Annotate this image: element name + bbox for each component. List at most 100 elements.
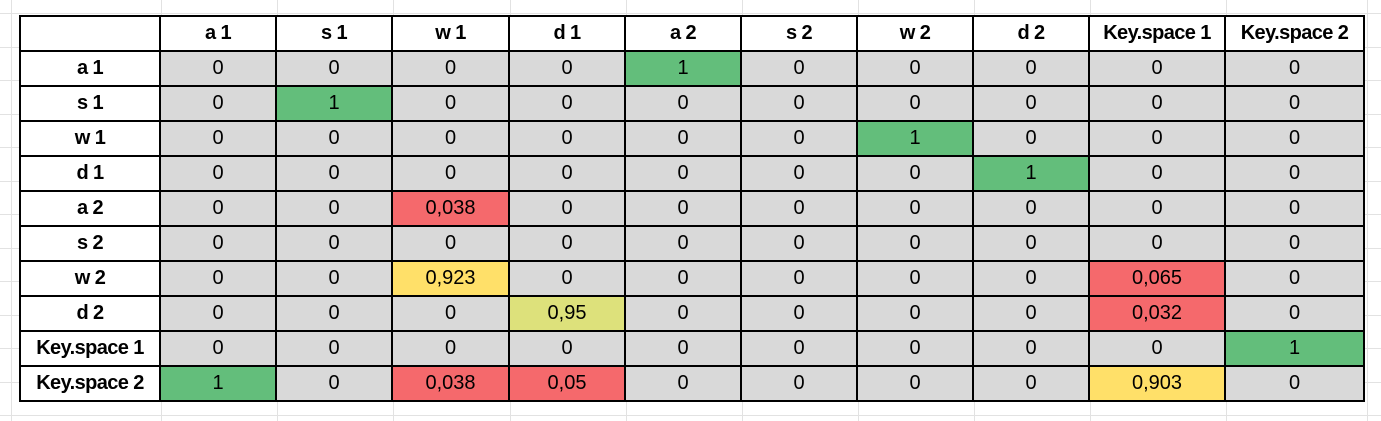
matrix-cell[interactable]: 0 bbox=[275, 225, 393, 262]
matrix-cell[interactable]: 0 bbox=[1088, 85, 1226, 122]
column-header-key-space-1[interactable]: Key.space 1 bbox=[1088, 15, 1226, 52]
matrix-cell[interactable]: 0 bbox=[275, 120, 393, 157]
column-header-w-1[interactable]: w 1 bbox=[391, 15, 510, 52]
matrix-cell[interactable]: 0 bbox=[508, 260, 626, 297]
matrix-cell[interactable]: 0 bbox=[508, 85, 626, 122]
matrix-cell[interactable]: 0 bbox=[1224, 295, 1365, 332]
matrix-cell[interactable]: 0 bbox=[856, 330, 974, 367]
matrix-cell[interactable]: 0,05 bbox=[508, 365, 626, 402]
matrix-cell[interactable]: 0 bbox=[159, 50, 277, 87]
matrix-cell[interactable]: 0 bbox=[275, 365, 393, 402]
matrix-cell[interactable]: 0 bbox=[391, 50, 510, 87]
matrix-cell[interactable]: 0 bbox=[740, 120, 858, 157]
matrix-cell[interactable]: 0 bbox=[856, 155, 974, 192]
row-header-a-1[interactable]: a 1 bbox=[19, 50, 161, 87]
matrix-cell[interactable]: 0 bbox=[624, 155, 742, 192]
matrix-cell[interactable]: 0,038 bbox=[391, 190, 510, 227]
matrix-cell[interactable]: 0,032 bbox=[1088, 295, 1226, 332]
column-header-a-2[interactable]: a 2 bbox=[624, 15, 742, 52]
matrix-cell[interactable]: 0 bbox=[391, 295, 510, 332]
matrix-cell[interactable]: 0 bbox=[391, 225, 510, 262]
matrix-cell[interactable]: 0 bbox=[508, 225, 626, 262]
matrix-cell[interactable]: 0 bbox=[856, 365, 974, 402]
row-header-d-2[interactable]: d 2 bbox=[19, 295, 161, 332]
matrix-cell[interactable]: 0 bbox=[856, 50, 974, 87]
row-header-s-2[interactable]: s 2 bbox=[19, 225, 161, 262]
matrix-cell[interactable]: 0 bbox=[624, 330, 742, 367]
column-header-d-2[interactable]: d 2 bbox=[972, 15, 1090, 52]
matrix-cell[interactable]: 0 bbox=[275, 50, 393, 87]
matrix-cell[interactable]: 0 bbox=[740, 330, 858, 367]
matrix-cell[interactable]: 0 bbox=[856, 225, 974, 262]
matrix-cell[interactable]: 0,903 bbox=[1088, 365, 1226, 402]
matrix-cell[interactable]: 0 bbox=[1088, 330, 1226, 367]
matrix-cell[interactable]: 0 bbox=[1224, 190, 1365, 227]
matrix-cell[interactable]: 0 bbox=[159, 155, 277, 192]
matrix-cell[interactable]: 0 bbox=[508, 190, 626, 227]
column-header-s-2[interactable]: s 2 bbox=[740, 15, 858, 52]
matrix-cell[interactable]: 0 bbox=[972, 50, 1090, 87]
matrix-cell[interactable]: 0 bbox=[740, 225, 858, 262]
matrix-cell[interactable]: 0 bbox=[1224, 50, 1365, 87]
matrix-cell[interactable]: 0 bbox=[159, 85, 277, 122]
matrix-cell[interactable]: 0 bbox=[972, 225, 1090, 262]
matrix-cell[interactable]: 0 bbox=[972, 120, 1090, 157]
matrix-cell[interactable]: 0 bbox=[275, 260, 393, 297]
matrix-cell[interactable]: 1 bbox=[624, 50, 742, 87]
row-header-w-1[interactable]: w 1 bbox=[19, 120, 161, 157]
matrix-cell[interactable]: 0 bbox=[1088, 155, 1226, 192]
matrix-cell[interactable]: 0 bbox=[508, 155, 626, 192]
column-header-a-1[interactable]: a 1 bbox=[159, 15, 277, 52]
row-header-d-1[interactable]: d 1 bbox=[19, 155, 161, 192]
matrix-cell[interactable]: 0 bbox=[624, 120, 742, 157]
matrix-cell[interactable]: 0 bbox=[856, 85, 974, 122]
matrix-cell[interactable]: 0 bbox=[275, 155, 393, 192]
matrix-cell[interactable]: 1 bbox=[159, 365, 277, 402]
matrix-cell[interactable]: 0 bbox=[1224, 85, 1365, 122]
matrix-cell[interactable]: 0 bbox=[159, 330, 277, 367]
column-header-w-2[interactable]: w 2 bbox=[856, 15, 974, 52]
matrix-cell[interactable]: 0 bbox=[972, 260, 1090, 297]
column-header-d-1[interactable]: d 1 bbox=[508, 15, 626, 52]
matrix-cell[interactable]: 1 bbox=[856, 120, 974, 157]
matrix-cell[interactable]: 0 bbox=[1224, 365, 1365, 402]
matrix-cell[interactable]: 0,065 bbox=[1088, 260, 1226, 297]
column-header-key-space-2[interactable]: Key.space 2 bbox=[1224, 15, 1365, 52]
matrix-cell[interactable]: 0 bbox=[1088, 120, 1226, 157]
row-header-s-1[interactable]: s 1 bbox=[19, 85, 161, 122]
matrix-cell[interactable]: 0 bbox=[740, 190, 858, 227]
matrix-cell[interactable]: 0 bbox=[624, 365, 742, 402]
row-header-key-space-1[interactable]: Key.space 1 bbox=[19, 330, 161, 367]
matrix-cell[interactable]: 0 bbox=[508, 330, 626, 367]
matrix-cell[interactable]: 0 bbox=[391, 120, 510, 157]
matrix-cell[interactable]: 0,038 bbox=[391, 365, 510, 402]
matrix-cell[interactable]: 0 bbox=[508, 120, 626, 157]
matrix-cell[interactable]: 0 bbox=[275, 295, 393, 332]
matrix-cell[interactable]: 1 bbox=[1224, 330, 1365, 367]
matrix-cell[interactable]: 0 bbox=[1088, 225, 1226, 262]
matrix-cell[interactable]: 0 bbox=[972, 190, 1090, 227]
row-header-a-2[interactable]: a 2 bbox=[19, 190, 161, 227]
matrix-cell[interactable]: 0 bbox=[1224, 225, 1365, 262]
matrix-cell[interactable]: 0 bbox=[972, 295, 1090, 332]
matrix-cell[interactable]: 0,95 bbox=[508, 295, 626, 332]
matrix-cell[interactable]: 0 bbox=[972, 330, 1090, 367]
matrix-cell[interactable]: 0,923 bbox=[391, 260, 510, 297]
matrix-cell[interactable]: 0 bbox=[856, 295, 974, 332]
matrix-cell[interactable]: 0 bbox=[624, 190, 742, 227]
matrix-cell[interactable]: 0 bbox=[856, 190, 974, 227]
matrix-cell[interactable]: 0 bbox=[1224, 120, 1365, 157]
matrix-cell[interactable]: 0 bbox=[624, 260, 742, 297]
matrix-cell[interactable]: 0 bbox=[159, 260, 277, 297]
matrix-cell[interactable]: 0 bbox=[740, 155, 858, 192]
matrix-cell[interactable]: 0 bbox=[391, 155, 510, 192]
matrix-cell[interactable]: 1 bbox=[972, 155, 1090, 192]
matrix-cell[interactable]: 0 bbox=[275, 330, 393, 367]
matrix-cell[interactable]: 0 bbox=[1224, 260, 1365, 297]
matrix-cell[interactable]: 0 bbox=[1224, 155, 1365, 192]
matrix-cell[interactable]: 0 bbox=[508, 50, 626, 87]
row-header-key-space-2[interactable]: Key.space 2 bbox=[19, 365, 161, 402]
corner-header-cell[interactable] bbox=[19, 15, 161, 52]
matrix-cell[interactable]: 0 bbox=[740, 295, 858, 332]
matrix-cell[interactable]: 0 bbox=[740, 50, 858, 87]
